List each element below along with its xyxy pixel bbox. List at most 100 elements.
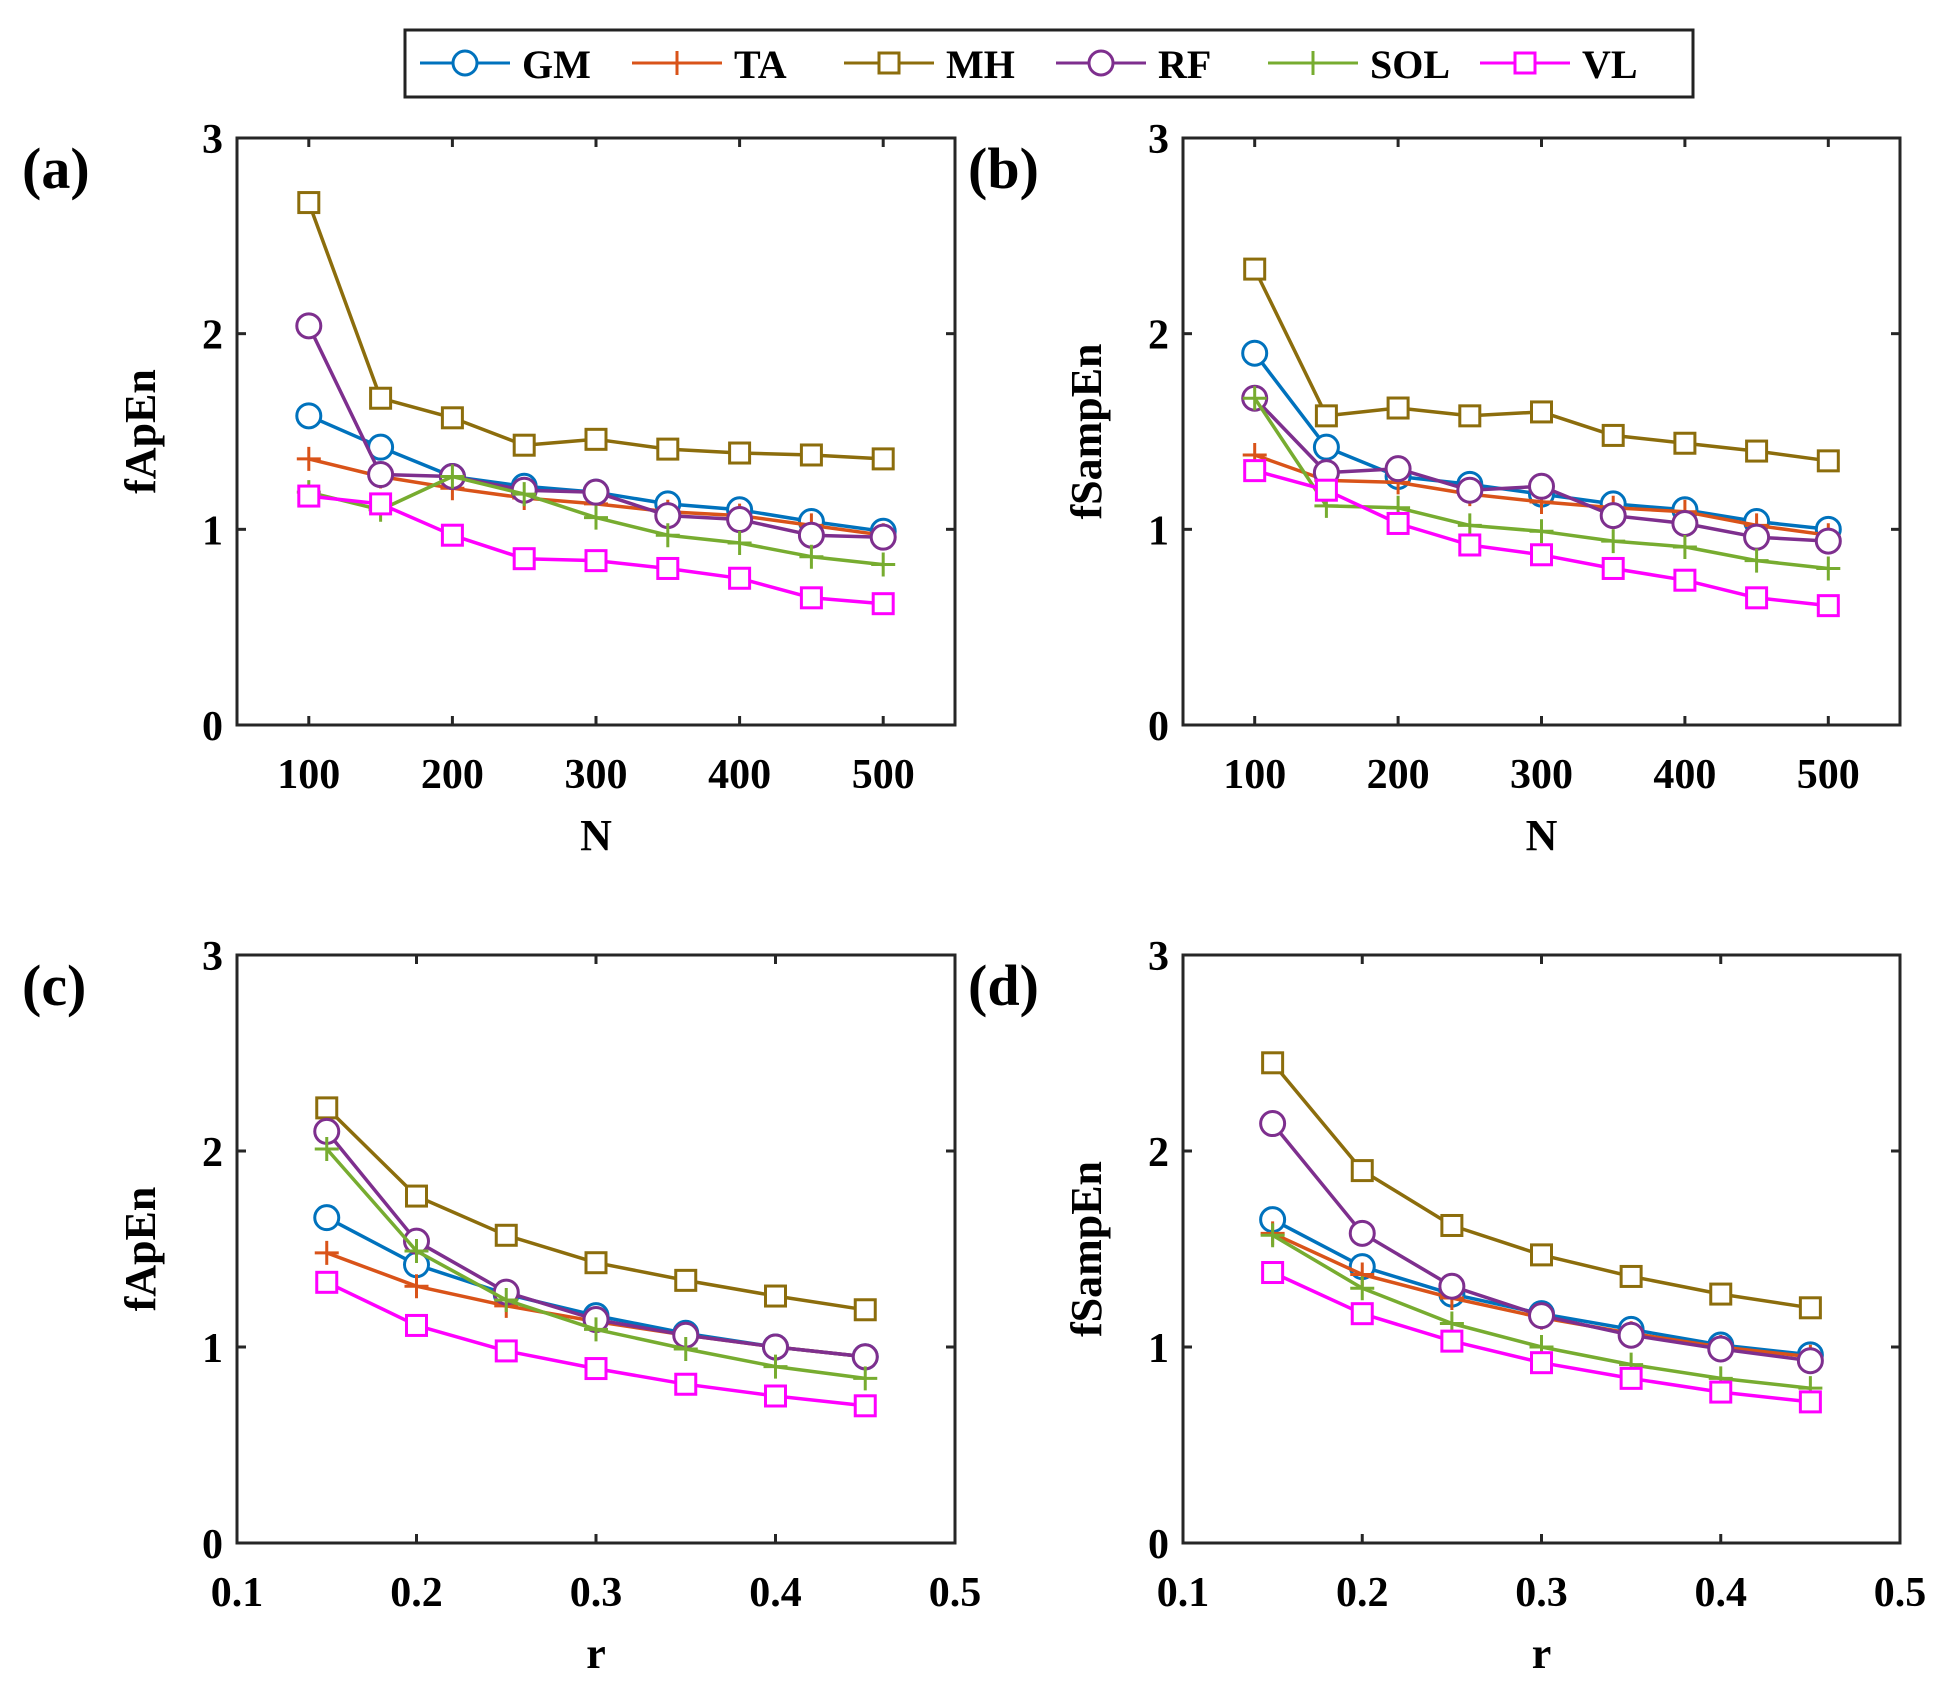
series-line-mh: [307, 201, 884, 461]
legend-label: MH: [946, 42, 1015, 87]
data-point-sol: [512, 482, 537, 507]
axes-box: [235, 953, 957, 1545]
y-tick-label: 0: [202, 1522, 223, 1568]
y-tick-label: 3: [202, 117, 223, 163]
y-tick-label: 3: [1148, 117, 1169, 163]
data-point-vl: [369, 492, 393, 516]
data-point-mh: [1530, 1243, 1553, 1267]
legend-item-ta: TA: [632, 42, 787, 87]
legend-marker: [1301, 51, 1325, 75]
data-point-mh: [1745, 439, 1769, 463]
legend-label: TA: [734, 42, 787, 87]
data-point-mh: [728, 441, 752, 465]
data-point-sol: [853, 1366, 878, 1391]
y-tick-label: 0: [202, 704, 223, 750]
series-rf: [1259, 1110, 1824, 1375]
data-point-rf: [797, 521, 825, 549]
data-point-vl: [799, 586, 823, 610]
data-point-rf: [1599, 502, 1627, 530]
y-tick-label: 0: [1148, 704, 1169, 750]
data-point-mh: [315, 1096, 339, 1120]
legend-marker: [1087, 49, 1115, 77]
data-point-vl: [405, 1313, 428, 1337]
data-point-vl: [1314, 478, 1338, 502]
data-point-vl: [1798, 1390, 1822, 1414]
data-point-vl: [1601, 556, 1625, 580]
x-tick-label: 0.5: [929, 1570, 982, 1616]
data-point-sol: [494, 1287, 519, 1312]
data-point-vl: [440, 523, 464, 547]
data-point-mh: [1798, 1296, 1822, 1320]
legend-item-mh: MH: [844, 42, 1015, 87]
y-tick-label: 1: [202, 1326, 223, 1372]
data-point-sol: [584, 505, 608, 530]
data-point-mh: [799, 443, 823, 467]
data-point-rf: [582, 478, 610, 506]
data-point-rf: [367, 461, 395, 489]
data-point-sol: [314, 1137, 339, 1162]
data-point-mh: [1314, 404, 1338, 428]
x-axis-label: r: [586, 1629, 606, 1678]
data-point-vl: [1458, 533, 1482, 557]
data-point-rf: [1456, 476, 1484, 504]
data-point-sol: [1744, 548, 1769, 573]
data-point-ta: [404, 1274, 429, 1299]
legend-item-rf: RF: [1056, 42, 1211, 87]
legend-item-sol: SOL: [1268, 42, 1450, 87]
panel-c: 0 1 2 3 0.1 0.2 0.3 0.4 0.5 r fApEn (c): [22, 934, 981, 1678]
y-tick-label: 3: [202, 934, 223, 980]
data-point-gm: [295, 402, 323, 430]
data-point-mh: [369, 386, 393, 410]
data-point-rf: [851, 1343, 879, 1371]
series-mh: [315, 1096, 877, 1322]
series-sol: [1260, 1223, 1823, 1401]
x-tick-label: 0.1: [211, 1570, 264, 1616]
data-point-mh: [512, 433, 536, 457]
legend-marker: [1513, 51, 1537, 75]
data-point-vl: [1386, 511, 1410, 535]
panel-label: (a): [22, 136, 90, 201]
data-point-rf: [1814, 527, 1842, 555]
data-point-sol: [1601, 529, 1626, 554]
data-point-vl: [1261, 1261, 1285, 1285]
data-point-vl: [584, 1357, 608, 1381]
data-point-rf: [1528, 1302, 1555, 1330]
data-point-mh: [405, 1184, 428, 1208]
data-point-mh: [1243, 257, 1267, 281]
data-point-vl: [584, 549, 608, 573]
series-sol: [1242, 386, 1841, 581]
x-tick-label: 400: [708, 752, 771, 798]
data-point-sol: [673, 1336, 698, 1361]
series-line-mh: [325, 1106, 866, 1312]
x-tick-label: 0.2: [1336, 1570, 1389, 1616]
data-point-sol: [727, 531, 752, 556]
data-point-sol: [404, 1238, 429, 1263]
data-point-sol: [1242, 386, 1267, 411]
data-point-mh: [1530, 400, 1553, 424]
data-point-rf: [1348, 1219, 1376, 1247]
data-point-mh: [1261, 1051, 1285, 1075]
data-point-vl: [1530, 1351, 1553, 1375]
data-point-mh: [853, 1298, 877, 1322]
series-mh: [1261, 1051, 1822, 1320]
data-point-sol: [1672, 534, 1697, 559]
panel-label: (d): [968, 953, 1039, 1018]
data-point-sol: [763, 1354, 788, 1379]
series-vl: [1261, 1261, 1822, 1414]
data-point-mh: [1673, 431, 1697, 455]
legend-box: [403, 28, 1695, 99]
data-point-mh: [656, 437, 680, 461]
data-point-rf: [1617, 1321, 1645, 1349]
data-point-gm: [1312, 433, 1340, 461]
x-tick-label: 0.3: [1515, 1570, 1568, 1616]
data-point-mh: [1458, 404, 1482, 428]
data-point-vl: [1440, 1329, 1464, 1353]
legend-item-gm: GM: [420, 42, 591, 87]
data-point-mh: [1350, 1159, 1374, 1183]
data-point-vl: [656, 556, 680, 580]
legend: GM TA MH RF SOL VL: [403, 28, 1695, 99]
legend-marker: [665, 51, 689, 75]
x-tick-label: 400: [1653, 752, 1716, 798]
legend-marker: [877, 51, 901, 75]
